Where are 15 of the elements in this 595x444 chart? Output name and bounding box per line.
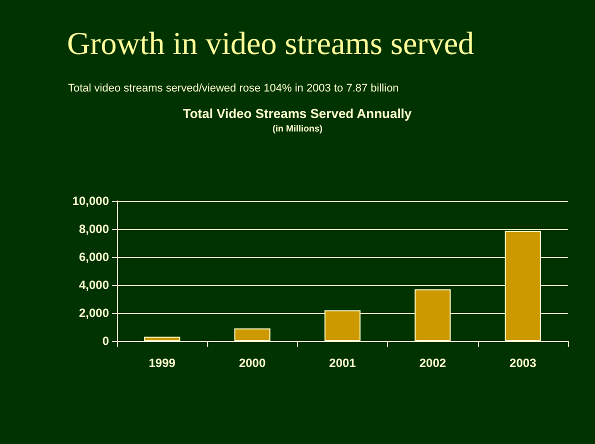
x-tick-label: 2003 [510,356,537,370]
chart-subtitle: Total Video Streams Served Annually [182,106,412,121]
y-tick-label: 4,000 [78,278,110,292]
y-tick-label: 2,000 [78,306,110,320]
y-tick-label: 8,000 [78,222,110,236]
chart-title: Growth in video streams served [67,25,474,61]
x-tick-label: 2002 [419,356,446,370]
text: (in Millions) [272,124,323,134]
y-tick-label: 10,000 [72,194,110,208]
y-tick-label: 6,000 [78,250,110,264]
x-tick-label: 1999 [148,356,176,370]
x-tick-label: 2001 [329,356,356,370]
y-tick-label: 0 [102,334,110,348]
text: Total video streams served/viewed rose 104% in 2003 to 7.87 billion [68,82,399,94]
x-tick-label: 2000 [238,356,266,370]
